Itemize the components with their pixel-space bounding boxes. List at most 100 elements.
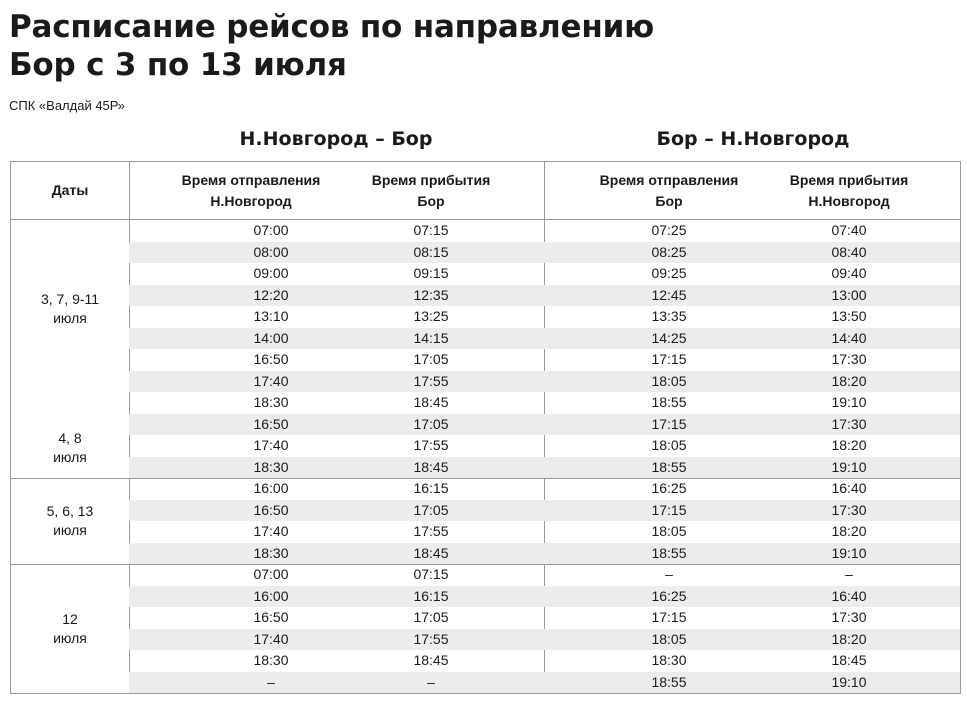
- arrival-nn-cell: 17:30: [831, 609, 867, 625]
- departure-nn-cell: 16:00: [253, 587, 289, 604]
- departure-bor-cell: 13:35: [651, 308, 687, 324]
- date-group-divider: [11, 564, 960, 565]
- arrival-nn-cell: –: [845, 566, 853, 582]
- departure-nn-cell: 17:40: [253, 372, 289, 389]
- departure-bor-cell: 16:25: [651, 480, 687, 496]
- header-departure-bor-line-2: Бор: [655, 192, 683, 209]
- departure-nn-cell: 12:20: [253, 286, 289, 303]
- header-departure-nn-line-2: Н.Новгород: [210, 192, 292, 209]
- arrival-bor-cell: 07:15: [413, 566, 449, 582]
- departure-bor-cell: 09:25: [651, 265, 687, 281]
- arrival-bor-cell: 16:15: [413, 587, 449, 604]
- arrival-bor-cell: 17:05: [413, 415, 449, 432]
- row-shading: [129, 456, 960, 478]
- arrival-nn-cell: 13:50: [831, 308, 867, 324]
- departure-bor-cell: –: [665, 566, 673, 582]
- departure-bor-cell: 18:30: [651, 652, 687, 668]
- header-arrival-bor-line-2: Бор: [417, 192, 445, 209]
- departure-bor-cell: 17:15: [651, 609, 687, 625]
- departure-bor-cell: 18:55: [651, 394, 687, 410]
- arrival-bor-cell: 17:55: [413, 523, 449, 539]
- departure-bor-cell: 18:05: [651, 523, 687, 539]
- date-group-label-line: 4, 8: [58, 429, 82, 446]
- arrival-nn-cell: 14:40: [831, 329, 867, 346]
- header-arrival-bor: Время прибытия Бор: [331, 162, 531, 219]
- date-group-label-line: июля: [53, 629, 87, 646]
- departure-nn-cell: 17:40: [253, 630, 289, 647]
- departure-nn-cell: –: [267, 673, 275, 690]
- arrival-nn-cell: 18:20: [831, 372, 867, 389]
- table-header: Даты Время отправления Н.Новгород Время …: [11, 162, 960, 220]
- departure-bor-cell: 16:25: [651, 587, 687, 604]
- direction-nn-bor: Н.Новгород – Бор: [239, 128, 433, 150]
- arrival-bor-cell: 07:15: [413, 222, 449, 238]
- arrival-bor-cell: 14:15: [413, 329, 449, 346]
- departure-bor-cell: 17:15: [651, 351, 687, 367]
- arrival-nn-cell: 09:40: [831, 265, 867, 281]
- departure-nn-cell: 07:00: [253, 566, 289, 582]
- header-arrival-bor-line-1: Время прибытия: [371, 171, 491, 188]
- departure-nn-cell: 16:50: [253, 609, 289, 625]
- header-departure-bor-line-1: Время отправления: [599, 171, 739, 188]
- header-departure-nn: Время отправления Н.Новгород: [155, 162, 347, 219]
- arrival-bor-cell: 17:05: [413, 501, 449, 518]
- departure-bor-cell: 07:25: [651, 222, 687, 238]
- date-group-label-line: июля: [53, 309, 87, 326]
- departure-nn-cell: 17:40: [253, 523, 289, 539]
- date-group-label-line: июля: [53, 448, 87, 465]
- departure-bor-cell: 12:45: [651, 286, 687, 303]
- arrival-nn-cell: 13:00: [831, 286, 867, 303]
- row-shading: [129, 585, 960, 607]
- departure-nn-cell: 16:50: [253, 415, 289, 432]
- arrival-bor-cell: 17:55: [413, 372, 449, 389]
- departure-nn-cell: 07:00: [253, 222, 289, 238]
- row-shading: [129, 370, 960, 392]
- departure-bor-cell: 18:55: [651, 673, 687, 690]
- title-line-2: Бор с 3 по 13 июля: [9, 47, 347, 83]
- arrival-nn-cell: 18:45: [831, 652, 867, 668]
- arrival-nn-cell: 17:30: [831, 351, 867, 367]
- arrival-nn-cell: 16:40: [831, 587, 867, 604]
- row-shading: [129, 284, 960, 306]
- departure-bor-cell: 18:05: [651, 437, 687, 453]
- departure-nn-cell: 18:30: [253, 544, 289, 561]
- departure-nn-cell: 08:00: [253, 243, 289, 260]
- direction-bor-nn: Бор – Н.Новгород: [656, 128, 850, 150]
- departure-bor-cell: 14:25: [651, 329, 687, 346]
- row-shading: [129, 241, 960, 263]
- arrival-nn-cell: 19:10: [831, 458, 867, 475]
- departure-bor-cell: 18:05: [651, 630, 687, 647]
- date-group-label: 5, 6, 13 июля: [11, 502, 129, 540]
- page-title: Расписание рейсов по направлению Бор с 3…: [9, 8, 654, 84]
- arrival-bor-cell: 16:15: [413, 480, 449, 496]
- arrival-nn-cell: 07:40: [831, 222, 867, 238]
- row-shading: [129, 628, 960, 650]
- arrival-nn-cell: 18:20: [831, 630, 867, 647]
- arrival-bor-cell: 17:05: [413, 351, 449, 367]
- arrival-bor-cell: 18:45: [413, 458, 449, 475]
- date-group-label-line: 3, 7, 9-11: [40, 290, 100, 307]
- departure-bor-cell: 08:25: [651, 243, 687, 260]
- arrival-nn-cell: 17:30: [831, 501, 867, 518]
- row-shading: [129, 542, 960, 564]
- date-group-label: 3, 7, 9-11 июля: [11, 290, 129, 328]
- date-group-label-line: 12: [62, 610, 78, 627]
- departure-nn-cell: 09:00: [253, 265, 289, 281]
- arrival-bor-cell: 17:05: [413, 609, 449, 625]
- departure-nn-cell: 14:00: [253, 329, 289, 346]
- date-group-label: 4, 8 июля: [11, 429, 129, 467]
- arrival-bor-cell: 09:15: [413, 265, 449, 281]
- departure-nn-cell: 18:30: [253, 394, 289, 410]
- arrival-nn-cell: 18:20: [831, 523, 867, 539]
- title-line-1: Расписание рейсов по направлению: [9, 9, 655, 45]
- header-departure-nn-line-1: Время отправления: [181, 171, 321, 188]
- arrival-nn-cell: 19:10: [831, 673, 867, 690]
- header-arrival-nn-line-1: Время прибытия: [789, 171, 909, 188]
- arrival-nn-cell: 16:40: [831, 480, 867, 496]
- row-shading: [129, 499, 960, 521]
- arrival-bor-cell: 08:15: [413, 243, 449, 260]
- header-arrival-nn-line-2: Н.Новгород: [808, 192, 890, 209]
- arrival-nn-cell: 19:10: [831, 394, 867, 410]
- date-group-label-line: июля: [53, 522, 87, 538]
- arrival-bor-cell: 12:35: [413, 286, 449, 303]
